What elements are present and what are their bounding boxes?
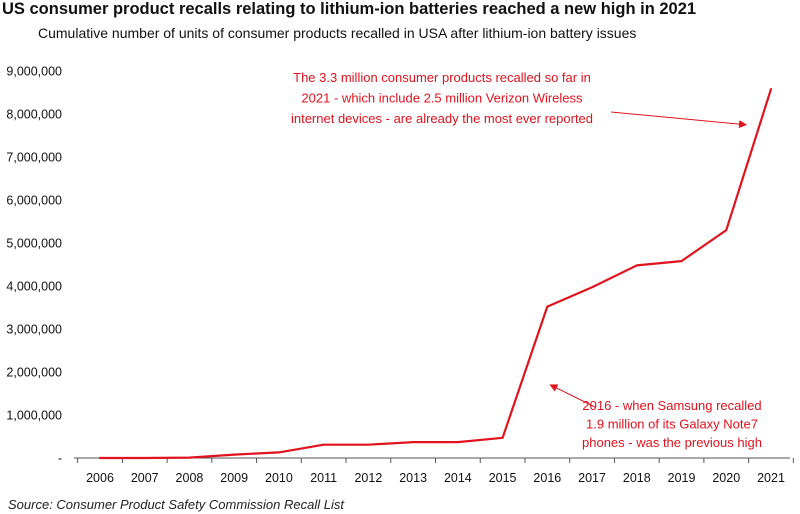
chart-series	[98, 87, 773, 460]
annotation-text: internet devices - are already the most …	[291, 111, 593, 126]
y-tick-label: 4,000,000	[6, 280, 62, 294]
x-tick-label: 2006	[86, 471, 114, 485]
x-tick-label: 2007	[131, 471, 159, 485]
x-tick-label: 2009	[220, 471, 248, 485]
annotation-text: phones - was the previous high	[582, 435, 762, 450]
x-tick-label: 2008	[176, 471, 204, 485]
y-tick-label: 2,000,000	[6, 366, 62, 380]
y-tick-label: 5,000,000	[6, 237, 62, 251]
x-tick-label: 2013	[399, 471, 427, 485]
x-tick-label: 2012	[354, 471, 382, 485]
chart-annotations: The 3.3 million consumer products recall…	[291, 70, 762, 450]
x-tick-label: 2015	[489, 471, 517, 485]
y-tick-label: 3,000,000	[6, 323, 62, 337]
annotation-text: The 3.3 million consumer products recall…	[293, 70, 591, 85]
y-tick-label: 8,000,000	[6, 108, 62, 122]
series-line	[98, 87, 773, 460]
x-tick-label: 2016	[533, 471, 561, 485]
x-tick-label: 2014	[444, 471, 472, 485]
annotation-text: 2021 - which include 2.5 million Verizon…	[301, 91, 583, 106]
annotation-arrow	[549, 384, 596, 408]
y-tick-label: -	[58, 452, 62, 466]
annotation-arrow	[610, 111, 747, 129]
annotation-text: 1.9 million of its Galaxy Note7	[586, 417, 758, 432]
y-tick-label: 9,000,000	[6, 65, 62, 79]
source-note: Source: Consumer Product Safety Commissi…	[8, 497, 344, 512]
x-tick-label: 2020	[712, 471, 740, 485]
annotation-text: 2016 - when Samsung recalled	[582, 398, 761, 413]
x-tick-label: 2010	[265, 471, 293, 485]
y-axis-tick-labels: - 1,000,000 2,000,000 3,000,000 4,000,000 5,0…	[6, 65, 62, 466]
y-tick-label: 6,000,000	[6, 194, 62, 208]
x-axis-tick-labels: 2006 2007 2008 2009 2010 2011 2012 2013 2014 2015…	[86, 471, 785, 485]
x-tick-label: 2018	[623, 471, 651, 485]
x-tick-label: 2021	[757, 471, 785, 485]
x-tick-label: 2019	[668, 471, 696, 485]
y-tick-label: 1,000,000	[6, 409, 62, 423]
y-tick-label: 7,000,000	[6, 151, 62, 165]
x-tick-label: 2011	[310, 471, 337, 485]
chart-title: US consumer product recalls relating to …	[2, 0, 697, 18]
chart-subtitle: Cumulative number of units of consumer p…	[38, 25, 637, 41]
x-tick-label: 2017	[578, 471, 606, 485]
